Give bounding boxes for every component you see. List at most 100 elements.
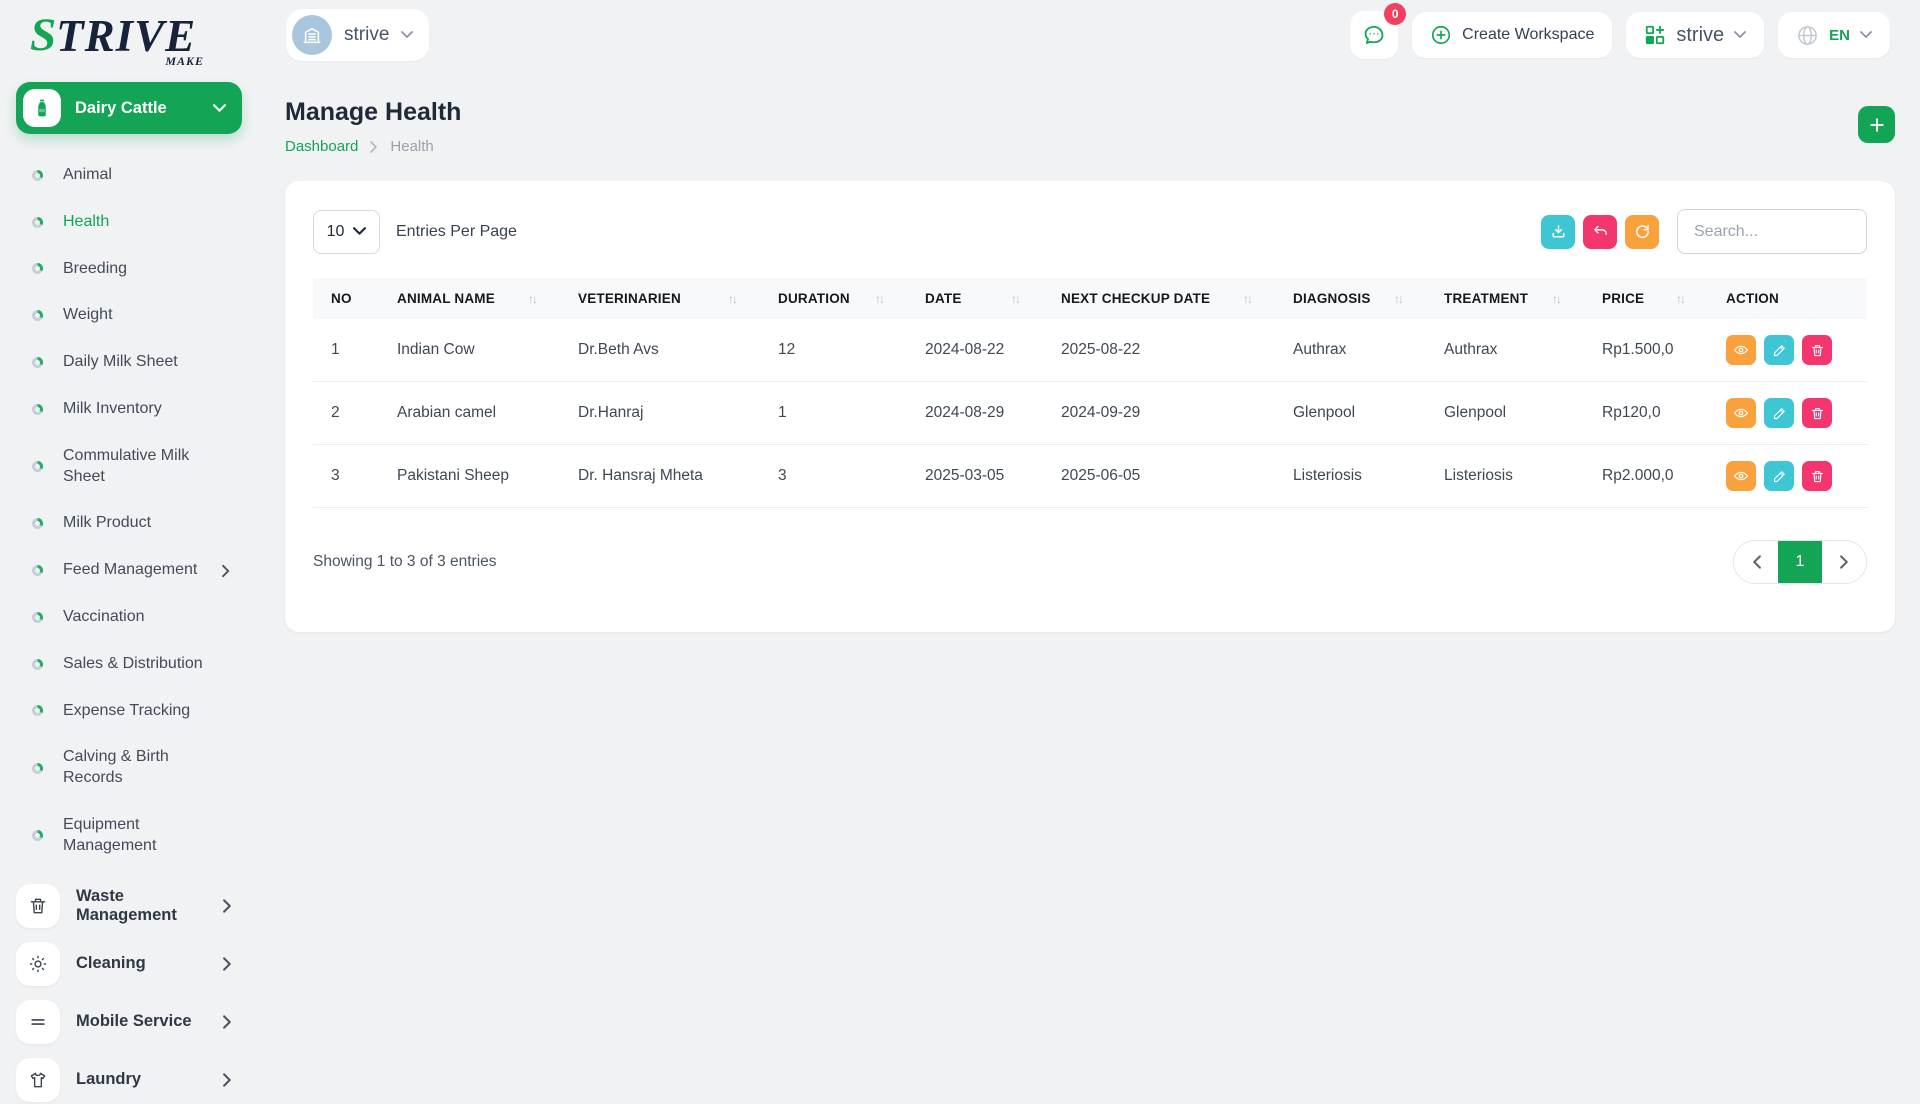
cell-price: Rp1.500,0 bbox=[1584, 319, 1708, 382]
column-header-diagnosis[interactable]: DIAGNOSIS ↑↓ bbox=[1293, 291, 1404, 306]
sidebar-item-animal[interactable]: Animal bbox=[26, 152, 238, 199]
sidebar-item-health[interactable]: Health bbox=[26, 199, 238, 246]
sidebar-item-label: Animal bbox=[63, 166, 112, 183]
cell-duration: 3 bbox=[760, 444, 907, 508]
column-header-veterinarien[interactable]: VETERINARIEN ↑↓ bbox=[578, 291, 738, 306]
sort-icon[interactable]: ↑↓ bbox=[1394, 291, 1404, 306]
cell-treatment: Authrax bbox=[1426, 319, 1584, 382]
bullet-icon bbox=[32, 518, 43, 530]
page-header: Manage Health Dashboard Health bbox=[285, 98, 1895, 155]
plus-icon bbox=[1869, 117, 1884, 132]
delete-button[interactable] bbox=[1802, 335, 1832, 365]
sidebar-item-label: Calving & Birth Records bbox=[63, 748, 169, 787]
row-actions bbox=[1726, 398, 1857, 428]
column-header-next-checkup-date[interactable]: NEXT CHECKUP DATE ↑↓ bbox=[1061, 291, 1253, 306]
edit-button[interactable] bbox=[1764, 335, 1794, 365]
globe-icon bbox=[1798, 25, 1818, 45]
sidebar-item-daily-milk-sheet[interactable]: Daily Milk Sheet bbox=[26, 339, 238, 386]
sidebar-item-label: Health bbox=[63, 212, 110, 230]
sidebar-item-expense-tracking[interactable]: Expense Tracking bbox=[26, 688, 238, 735]
breadcrumb-dashboard-link[interactable]: Dashboard bbox=[285, 138, 359, 155]
undo-button[interactable] bbox=[1583, 214, 1617, 249]
sidebar-item-breeding[interactable]: Breeding bbox=[26, 246, 238, 293]
trash-icon bbox=[30, 898, 46, 913]
sidebar-item-label: Milk Inventory bbox=[63, 399, 162, 417]
sidebar-item-calving-birth-records[interactable]: Calving & Birth Records bbox=[26, 734, 238, 802]
row-actions bbox=[1726, 461, 1857, 491]
milk-bottle-icon-box bbox=[23, 89, 61, 127]
cell-veterinarien: Dr. Hansraj Mheta bbox=[560, 444, 760, 508]
pagination-prev-button[interactable] bbox=[1734, 541, 1778, 583]
sort-icon[interactable]: ↑↓ bbox=[1676, 291, 1686, 306]
sidebar-item-commulative-milk-sheet[interactable]: Commulative Milk Sheet bbox=[26, 433, 238, 501]
sort-icon[interactable]: ↑↓ bbox=[1243, 291, 1253, 306]
pencil-icon bbox=[1773, 470, 1785, 482]
eye-icon bbox=[1733, 408, 1749, 418]
add-record-button[interactable] bbox=[1858, 106, 1895, 143]
cell-duration: 1 bbox=[760, 381, 907, 445]
trash-icon bbox=[1811, 407, 1823, 419]
chevron-down-icon bbox=[1734, 31, 1747, 38]
entries-per-page-select[interactable]: 10 bbox=[313, 209, 380, 254]
edit-button[interactable] bbox=[1764, 398, 1794, 428]
sidebar-item-milk-product[interactable]: Milk Product bbox=[26, 500, 238, 547]
cell-next-checkup-date: 2025-06-05 bbox=[1043, 444, 1275, 508]
cell-treatment: Listeriosis bbox=[1426, 444, 1584, 508]
sidebar-item-equipment-management[interactable]: Equipment Management bbox=[26, 802, 238, 870]
table-header-row: NO ANIMAL NAME ↑↓ VETERINARIEN ↑↓ DURATION… bbox=[313, 278, 1867, 319]
sidebar-module-cleaning[interactable]: Cleaning bbox=[16, 940, 242, 988]
column-header-treatment[interactable]: TREATMENT ↑↓ bbox=[1444, 291, 1562, 306]
create-workspace-button[interactable]: Create Workspace bbox=[1412, 12, 1613, 58]
pagination-page-1[interactable]: 1 bbox=[1778, 541, 1822, 583]
view-button[interactable] bbox=[1726, 398, 1756, 428]
refresh-button[interactable] bbox=[1625, 214, 1659, 249]
edit-button[interactable] bbox=[1764, 461, 1794, 491]
view-button[interactable] bbox=[1726, 335, 1756, 365]
sidebar-item-weight[interactable]: Weight bbox=[26, 292, 238, 339]
pagination: 1 bbox=[1733, 540, 1867, 584]
organization-name: strive bbox=[1676, 23, 1725, 46]
sidebar-module-mobile-service[interactable]: Mobile Service bbox=[16, 998, 242, 1046]
showing-entries-text: Showing 1 to 3 of 3 entries bbox=[313, 553, 497, 570]
sidebar-item-milk-inventory[interactable]: Milk Inventory bbox=[26, 386, 238, 433]
cell-price: Rp120,0 bbox=[1584, 381, 1708, 445]
logo-s-glyph: S bbox=[30, 9, 57, 61]
sort-icon[interactable]: ↑↓ bbox=[528, 291, 538, 306]
trash-icon bbox=[1811, 470, 1823, 482]
sidebar-module-waste-management[interactable]: Waste Management bbox=[16, 882, 242, 930]
sidebar-item-vaccination[interactable]: Vaccination bbox=[26, 594, 238, 641]
language-selector[interactable]: EN bbox=[1778, 12, 1890, 58]
column-header-animal-name[interactable]: ANIMAL NAME ↑↓ bbox=[397, 291, 538, 306]
sidebar-section-dairy-cattle[interactable]: Dairy Cattle bbox=[16, 82, 242, 134]
search-input[interactable] bbox=[1677, 209, 1867, 254]
pagination-next-button[interactable] bbox=[1822, 541, 1866, 583]
bullet-icon bbox=[32, 658, 43, 670]
cell-veterinarien: Dr.Beth Avs bbox=[560, 319, 760, 382]
table-body: 1 Indian Cow Dr.Beth Avs 12 2024-08-22 2… bbox=[313, 319, 1867, 508]
export-button[interactable] bbox=[1541, 214, 1575, 249]
column-header-duration[interactable]: DURATION ↑↓ bbox=[778, 291, 885, 306]
column-header-date[interactable]: DATE ↑↓ bbox=[925, 291, 1021, 306]
eye-icon bbox=[1733, 471, 1749, 481]
sort-icon[interactable]: ↑↓ bbox=[728, 291, 738, 306]
table-row: 3 Pakistani Sheep Dr. Hansraj Mheta 3 20… bbox=[313, 444, 1867, 508]
sidebar-item-sales-distribution[interactable]: Sales & Distribution bbox=[26, 641, 238, 688]
sidebar-item-label: Vaccination bbox=[63, 607, 145, 625]
workspace-selector[interactable]: strive bbox=[286, 9, 430, 61]
delete-button[interactable] bbox=[1802, 398, 1832, 428]
delete-button[interactable] bbox=[1802, 461, 1832, 491]
column-header-price[interactable]: PRICE ↑↓ bbox=[1602, 291, 1686, 306]
cell-next-checkup-date: 2024-09-29 bbox=[1043, 381, 1275, 445]
sort-icon[interactable]: ↑↓ bbox=[1011, 291, 1021, 306]
chat-button[interactable]: 0 bbox=[1350, 3, 1407, 59]
main-content: Manage Health Dashboard Health 10 Entrie… bbox=[258, 70, 1920, 632]
sidebar-item-feed-management[interactable]: Feed Management bbox=[26, 547, 238, 594]
module-label: Mobile Service bbox=[76, 1012, 192, 1031]
organization-selector[interactable]: strive bbox=[1626, 12, 1765, 58]
sort-icon[interactable]: ↑↓ bbox=[875, 291, 885, 306]
sort-icon[interactable]: ↑↓ bbox=[1552, 291, 1562, 306]
sidebar-item-label: Sales & Distribution bbox=[63, 654, 203, 672]
view-button[interactable] bbox=[1726, 461, 1756, 491]
bullet-icon bbox=[32, 357, 43, 369]
chat-bubble-icon bbox=[1364, 25, 1384, 44]
